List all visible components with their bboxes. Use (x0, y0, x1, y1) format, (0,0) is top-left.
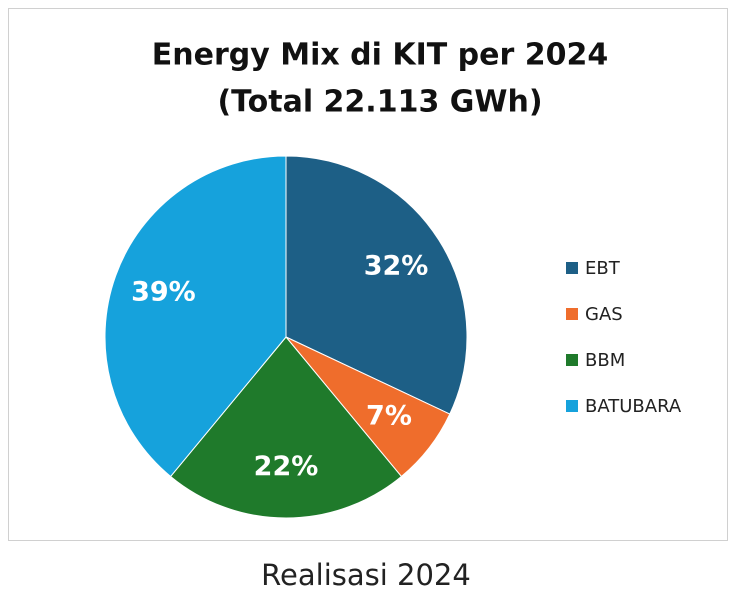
legend-label: GAS (585, 304, 623, 325)
data-label: 32% (364, 251, 429, 282)
legend-swatch (566, 262, 578, 274)
data-label: 39% (131, 276, 196, 307)
legend-label: BATUBARA (585, 396, 682, 417)
legend-swatch (566, 354, 578, 366)
legend-swatch (566, 308, 578, 320)
chart-title: Energy Mix di KIT per 2024 (152, 38, 608, 73)
pie-slice (285, 155, 468, 415)
data-label: 7% (366, 400, 412, 431)
legend-label: EBT (585, 258, 621, 279)
legend-swatch (566, 400, 578, 412)
pie-slice (104, 155, 287, 478)
pie-slice (169, 336, 403, 519)
legend-label: BBM (585, 350, 625, 371)
data-label: 22% (254, 451, 319, 482)
caption: Realisasi 2024 (261, 558, 471, 590)
chart-subtitle: (Total 22.113 GWh) (217, 85, 542, 120)
